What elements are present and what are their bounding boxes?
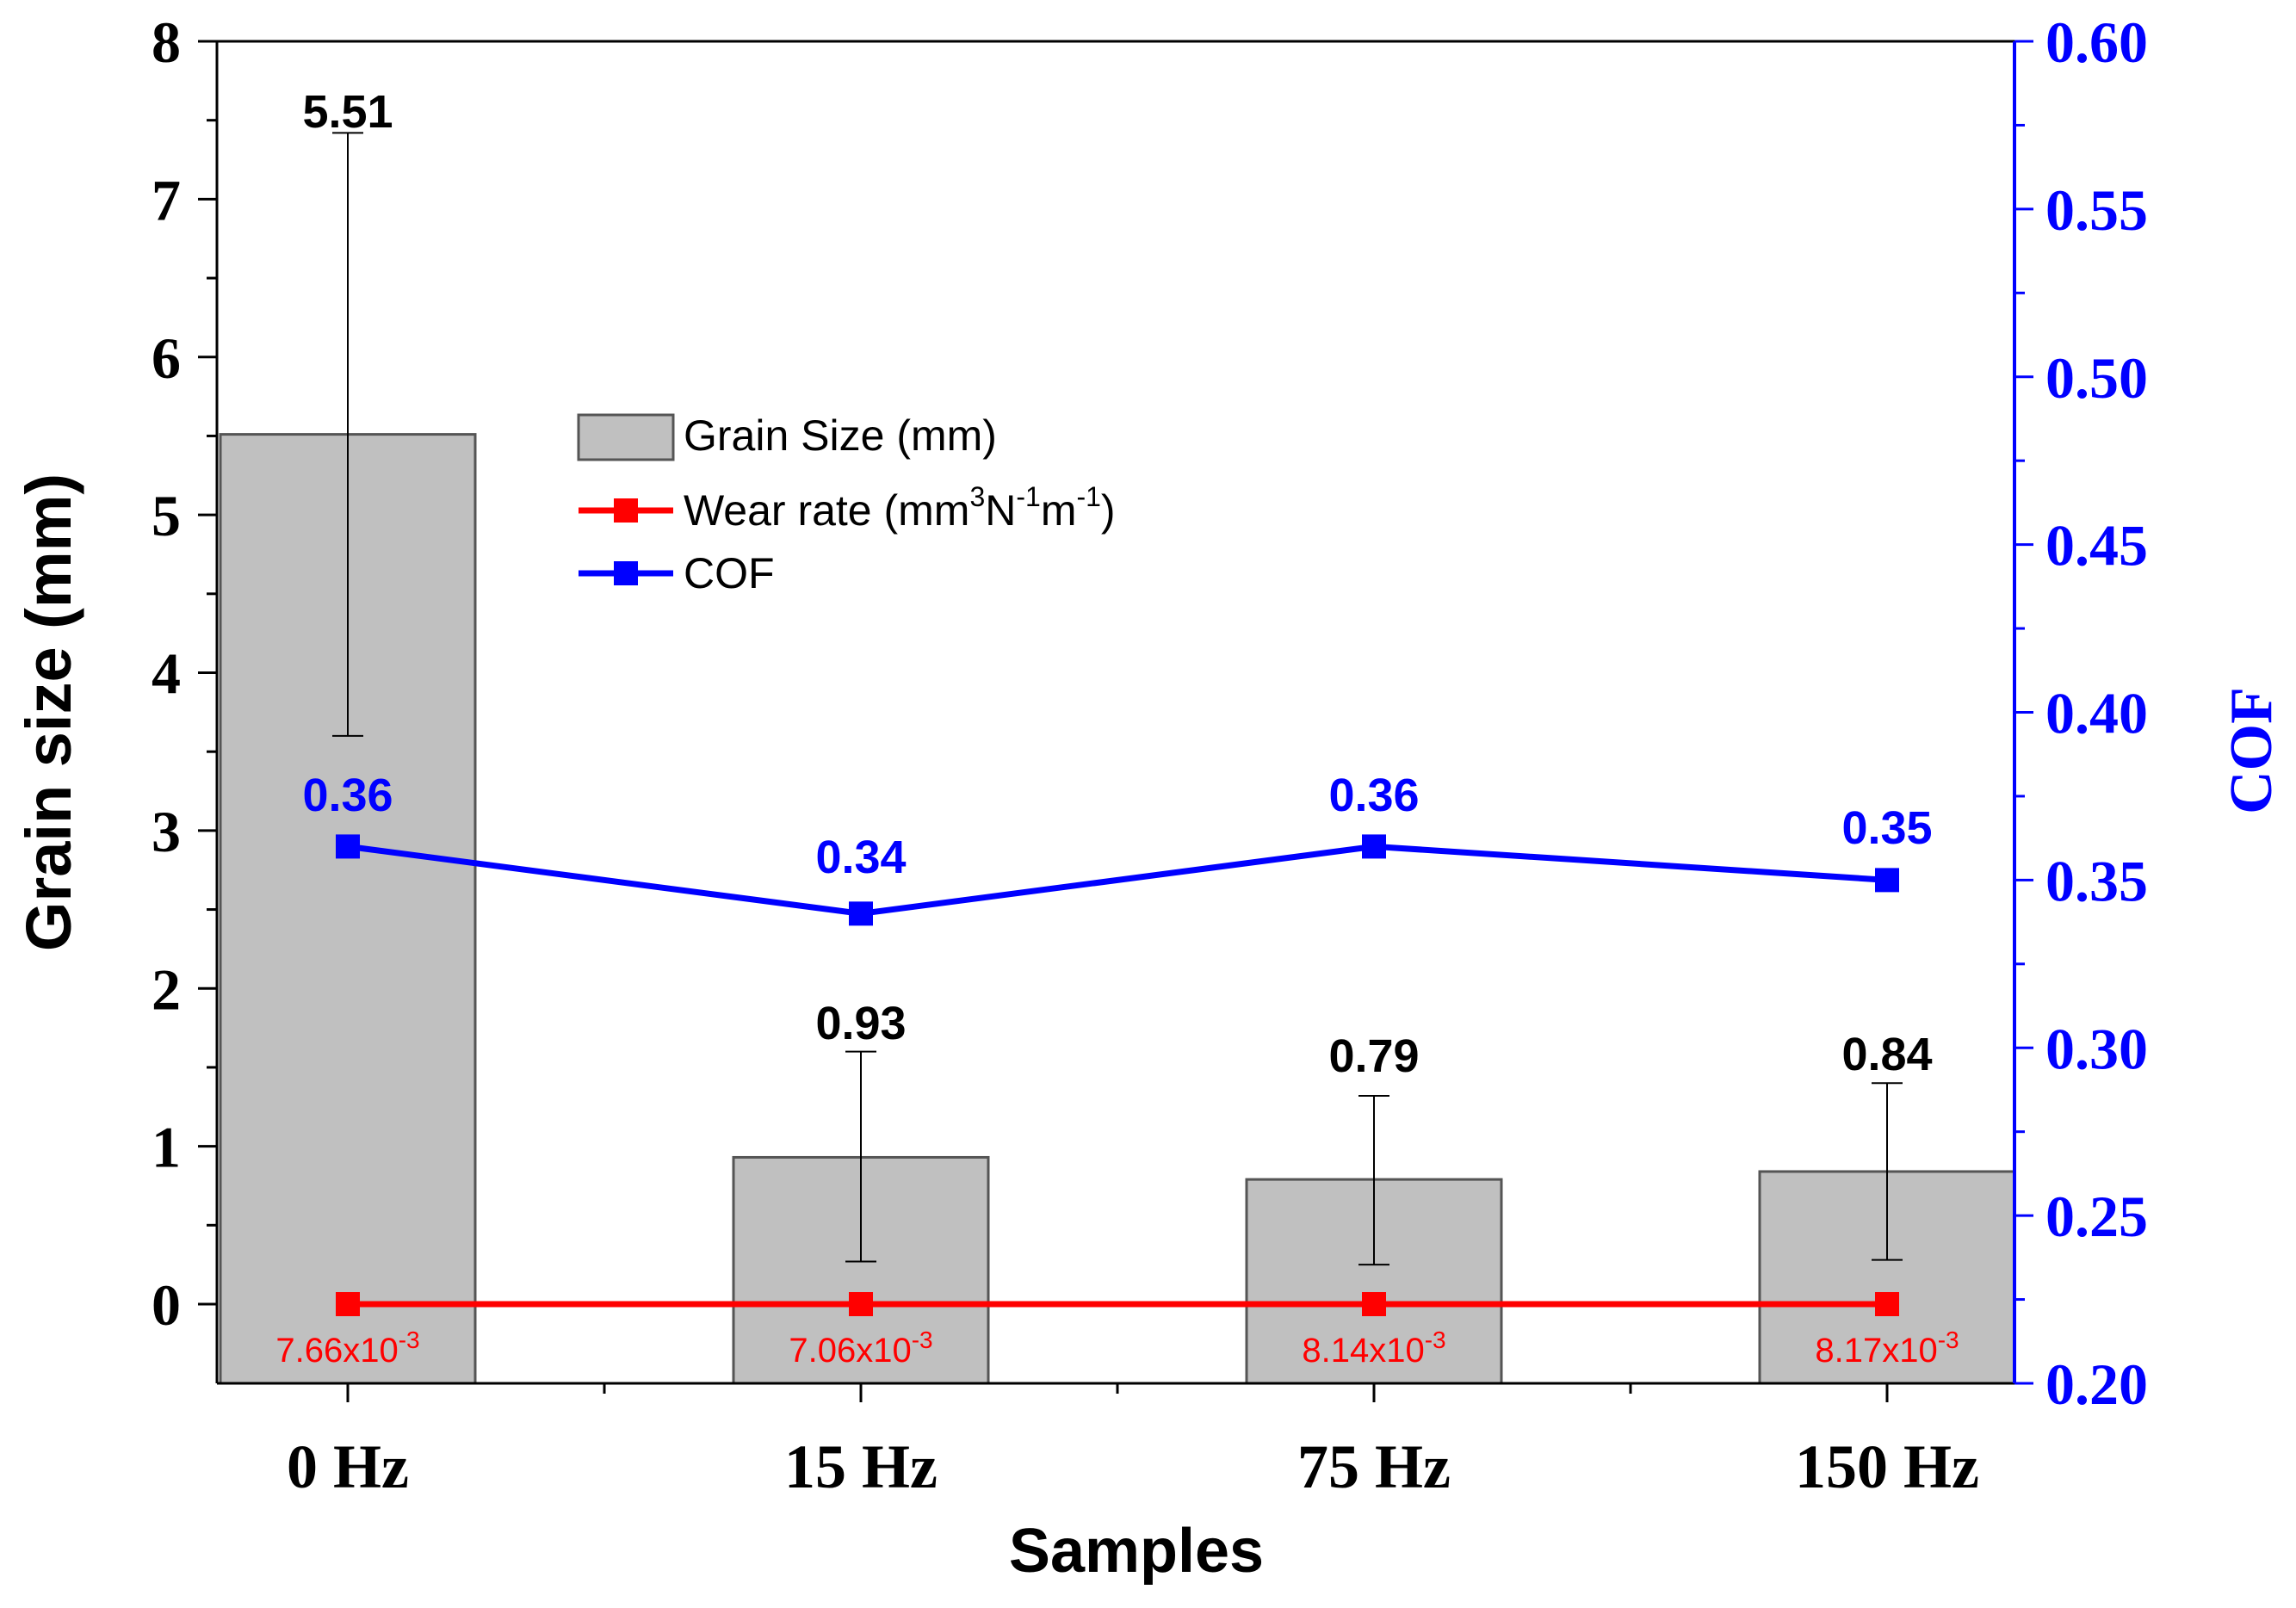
y2-tick-label: 0.45 bbox=[2045, 513, 2148, 578]
wear-rate-data-label: 8.14x10-3 bbox=[1302, 1327, 1445, 1370]
plot-area bbox=[219, 132, 2016, 1385]
axes: 0 1 2 3 4 5 6 7 8 0.20 0.25 0.30 0.35 0.40 0.45 0.50 0.5… bbox=[13, 9, 2285, 1586]
y-tick-label: 1 bbox=[152, 1115, 181, 1180]
y-tick-label: 7 bbox=[152, 167, 181, 232]
y-axis-title: Grain size (mm) bbox=[13, 473, 84, 951]
y2-tick-label: 0.55 bbox=[2045, 177, 2148, 243]
legend-cof-label: COF bbox=[684, 549, 775, 597]
wear-rate-data-label: 7.06x10-3 bbox=[789, 1327, 932, 1370]
x-tick-label: 75 Hz bbox=[1297, 1432, 1451, 1501]
grain-size-data-label: 5.51 bbox=[302, 86, 393, 138]
y-tick-label: 2 bbox=[152, 956, 181, 1022]
cof-line bbox=[347, 843, 1888, 917]
y2-tick-label: 0.30 bbox=[2045, 1016, 2148, 1081]
error-bar bbox=[332, 132, 363, 737]
grain-size-data-label: 0.79 bbox=[1328, 1030, 1419, 1082]
data-labels: 5.51 0.93 0.79 0.84 0.36 0.34 0.36 0.35 7.66x10-… bbox=[275, 86, 1959, 1370]
y2-tick-label: 0.50 bbox=[2045, 345, 2148, 411]
wear-rate-marker bbox=[849, 1292, 873, 1316]
cof-marker bbox=[336, 834, 360, 859]
y-tick-label: 4 bbox=[152, 641, 181, 707]
wear-rate-marker bbox=[1875, 1292, 1899, 1316]
wear-rate-marker bbox=[336, 1292, 360, 1316]
y2-axis-title: COF bbox=[2219, 687, 2285, 814]
wear-rate-exponent: -3 bbox=[1938, 1327, 1959, 1353]
cof-marker bbox=[1875, 868, 1899, 893]
grain-size-data-label: 0.84 bbox=[1841, 1029, 1932, 1080]
cof-marker bbox=[1362, 834, 1386, 859]
legend: Grain Size (mm)Wear rate (mm3N-1m-1)COF bbox=[577, 411, 1116, 597]
legend-wear-rate-superscript: -1 bbox=[1016, 481, 1040, 512]
error-bar bbox=[845, 1050, 876, 1263]
y2-tick-label: 0.60 bbox=[2045, 9, 2148, 75]
y-tick-label: 6 bbox=[152, 325, 181, 391]
legend-wear-rate-label: Wear rate (mm3N-1m-1) bbox=[684, 481, 1116, 535]
cof-data-label: 0.36 bbox=[302, 770, 393, 821]
wear-rate-exponent: -3 bbox=[912, 1327, 933, 1353]
cof-data-label: 0.36 bbox=[1328, 770, 1419, 821]
grain-size-data-label: 0.93 bbox=[815, 998, 906, 1049]
y-tick-label: 3 bbox=[152, 799, 181, 864]
y-tick-label: 5 bbox=[152, 483, 181, 548]
y2-tick-label: 0.25 bbox=[2045, 1184, 2148, 1249]
legend-wear-rate-text: ) bbox=[1101, 486, 1116, 535]
y-tick-label: 8 bbox=[152, 9, 181, 75]
wear-rate-marker bbox=[1362, 1292, 1386, 1316]
x-axis-title: Samples bbox=[1009, 1517, 1264, 1586]
legend-grain-size-label: Grain Size (mm) bbox=[684, 411, 997, 460]
y2-tick-label: 0.40 bbox=[2045, 681, 2148, 746]
wear-rate-exponent: -3 bbox=[399, 1327, 420, 1353]
x-tick-label: 0 Hz bbox=[287, 1432, 409, 1501]
x-tick-label: 15 Hz bbox=[784, 1432, 938, 1501]
y2-tick-label: 0.35 bbox=[2045, 848, 2148, 913]
cof-data-label: 0.34 bbox=[815, 832, 906, 883]
y-tick-label: 0 bbox=[152, 1272, 181, 1338]
legend-wear-rate-marker bbox=[614, 498, 638, 523]
legend-wear-rate-superscript: 3 bbox=[969, 481, 985, 512]
x-tick-label: 150 Hz bbox=[1795, 1432, 1979, 1501]
wear-rate-data-label: 8.17x10-3 bbox=[1815, 1327, 1959, 1370]
error-bar bbox=[1358, 1094, 1389, 1266]
cof-marker bbox=[849, 901, 873, 926]
legend-cof-marker bbox=[614, 561, 638, 585]
wear-rate-exponent: -3 bbox=[1425, 1327, 1446, 1353]
legend-wear-rate-text: m bbox=[1041, 486, 1077, 535]
legend-grain-size-swatch bbox=[577, 413, 675, 461]
error-bar bbox=[1872, 1082, 1903, 1261]
cof-data-label: 0.35 bbox=[1841, 802, 1932, 854]
wear-rate-data-label: 7.66x10-3 bbox=[275, 1327, 419, 1370]
y2-tick-label: 0.20 bbox=[2045, 1351, 2148, 1417]
legend-wear-rate-superscript: -1 bbox=[1076, 481, 1100, 512]
legend-wear-rate-text: N bbox=[985, 486, 1016, 535]
